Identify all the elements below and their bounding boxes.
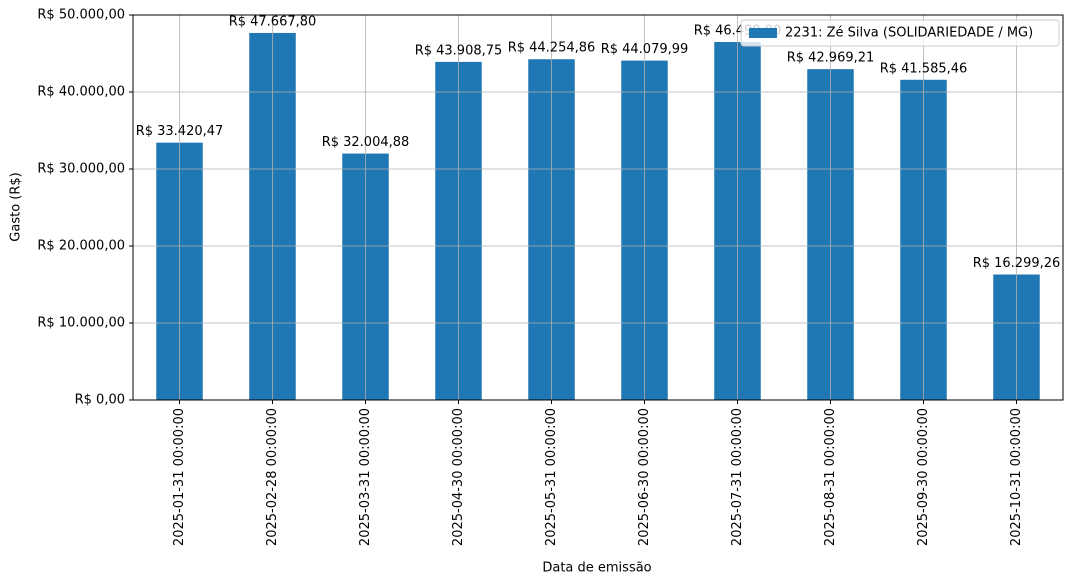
data-label: R$ 41.585,46: [880, 61, 968, 76]
x-tick-label: 2025-02-28 00:00:00: [265, 408, 280, 546]
x-tick-label: 2025-09-30 00:00:00: [916, 408, 931, 546]
x-tick-label: 2025-08-31 00:00:00: [823, 408, 838, 546]
data-label: R$ 16.299,26: [973, 256, 1061, 271]
y-axis-label: Gasto (R$): [9, 172, 24, 241]
legend-swatch: [749, 28, 777, 38]
y-tick-label: R$ 50.000,00: [37, 8, 125, 23]
x-tick-label: 2025-10-31 00:00:00: [1009, 408, 1024, 546]
y-tick-label: R$ 20.000,00: [37, 239, 125, 254]
x-axis-label: Data de emissão: [542, 561, 651, 576]
x-tick-label: 2025-06-30 00:00:00: [637, 408, 652, 546]
x-tick-label: 2025-03-31 00:00:00: [358, 408, 373, 546]
legend-box: [740, 19, 1060, 47]
y-tick-label: R$ 30.000,00: [37, 162, 125, 177]
legend-label: 2231: Zé Silva (SOLIDARIEDADE / MG): [785, 26, 1033, 41]
data-label: R$ 43.908,75: [415, 43, 503, 58]
x-tick-label: 2025-04-30 00:00:00: [451, 408, 466, 546]
data-label: R$ 32.004,88: [322, 135, 410, 150]
y-tick-label: R$ 0,00: [75, 393, 125, 408]
plot-frame: [132, 14, 1064, 401]
y-tick-label: R$ 40.000,00: [37, 85, 125, 100]
data-label: R$ 33.420,47: [136, 124, 224, 139]
data-label: R$ 44.254,86: [508, 41, 596, 56]
legend: 2231: Zé Silva (SOLIDARIEDADE / MG): [740, 19, 1060, 47]
x-tick-label: 2025-07-31 00:00:00: [730, 408, 745, 546]
data-label: R$ 42.969,21: [787, 51, 875, 66]
data-label: R$ 44.079,99: [601, 42, 689, 57]
data-label: R$ 47.667,80: [229, 14, 317, 29]
y-tick-label: R$ 10.000,00: [37, 316, 125, 331]
x-tick-label: 2025-05-31 00:00:00: [544, 408, 559, 546]
x-tick-label: 2025-01-31 00:00:00: [172, 408, 187, 546]
